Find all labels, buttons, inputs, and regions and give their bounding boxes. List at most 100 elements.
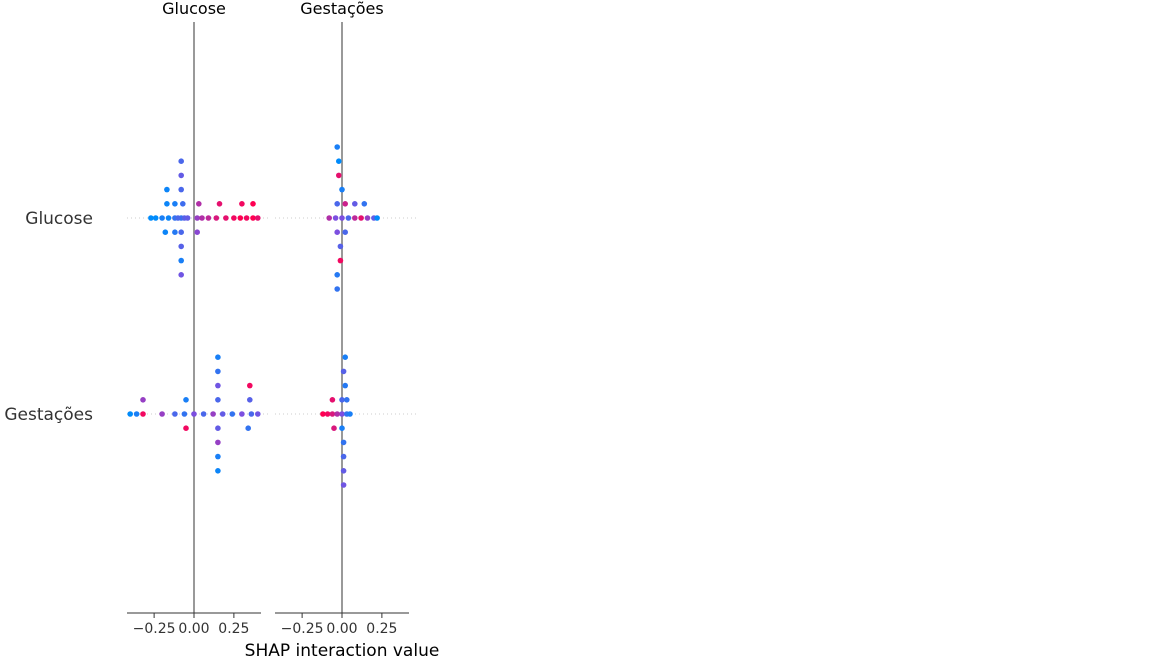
data-point bbox=[178, 243, 184, 250]
data-point bbox=[339, 425, 345, 432]
data-point bbox=[140, 411, 146, 417]
data-point bbox=[194, 229, 200, 235]
data-point bbox=[339, 186, 345, 193]
data-point bbox=[344, 397, 350, 403]
data-point bbox=[340, 482, 347, 488]
data-point bbox=[178, 172, 184, 179]
data-point bbox=[184, 215, 191, 221]
data-point bbox=[250, 215, 256, 221]
data-point bbox=[133, 411, 140, 417]
data-point bbox=[196, 201, 202, 207]
data-point bbox=[337, 257, 344, 264]
data-point bbox=[254, 411, 261, 417]
data-point bbox=[342, 229, 349, 235]
guide-layer bbox=[127, 22, 419, 618]
data-point bbox=[199, 215, 205, 221]
data-point bbox=[345, 215, 352, 221]
data-point bbox=[216, 201, 223, 207]
data-point bbox=[159, 411, 165, 417]
data-point bbox=[340, 439, 347, 446]
x-tick-label: 0.00 bbox=[178, 621, 209, 637]
x-axis-label: SHAP interaction value bbox=[245, 641, 440, 660]
data-point bbox=[215, 397, 221, 403]
data-point bbox=[215, 425, 221, 432]
data-point bbox=[215, 439, 221, 446]
data-point bbox=[342, 201, 349, 207]
text-layer: SHAP interaction value Glucose Gestações −… bbox=[4, 0, 439, 660]
data-point bbox=[336, 158, 342, 164]
data-point bbox=[175, 215, 181, 221]
data-point bbox=[250, 201, 256, 207]
data-point bbox=[329, 411, 336, 417]
data-point bbox=[140, 397, 146, 403]
data-point bbox=[178, 158, 184, 164]
data-point bbox=[334, 411, 341, 417]
data-point bbox=[334, 201, 341, 207]
x-tick-label: −0.25 bbox=[281, 621, 324, 637]
data-point bbox=[248, 411, 255, 417]
data-point bbox=[237, 215, 244, 221]
data-point bbox=[213, 215, 220, 221]
data-point bbox=[178, 229, 184, 235]
data-point bbox=[347, 411, 353, 417]
data-point bbox=[245, 425, 251, 432]
data-point bbox=[200, 411, 207, 417]
points-layer bbox=[127, 144, 380, 488]
data-point bbox=[358, 215, 364, 221]
data-point bbox=[152, 215, 159, 221]
data-point bbox=[239, 411, 245, 417]
data-point bbox=[339, 411, 345, 417]
data-point bbox=[247, 397, 253, 403]
data-point bbox=[159, 215, 165, 221]
data-point bbox=[215, 354, 221, 361]
data-point bbox=[331, 425, 337, 432]
panel-title-0: Glucose bbox=[162, 0, 226, 18]
data-point bbox=[183, 425, 189, 432]
panel-title-1: Gestações bbox=[300, 0, 383, 18]
data-point bbox=[254, 215, 261, 221]
data-point bbox=[148, 215, 154, 221]
data-point bbox=[326, 215, 333, 221]
data-point bbox=[181, 411, 188, 417]
data-point bbox=[332, 215, 339, 221]
row-label-0: Glucose bbox=[25, 209, 93, 229]
x-tick-label: 0.25 bbox=[218, 621, 249, 637]
data-point bbox=[178, 257, 184, 264]
data-point bbox=[205, 215, 212, 221]
data-point bbox=[172, 229, 178, 235]
data-point bbox=[164, 201, 170, 207]
data-point bbox=[352, 215, 358, 221]
data-point bbox=[336, 172, 342, 179]
row-label-1: Gestações bbox=[4, 405, 93, 425]
data-point bbox=[243, 215, 250, 221]
data-point bbox=[374, 215, 380, 221]
data-point bbox=[320, 411, 326, 417]
data-point bbox=[215, 468, 221, 474]
data-point bbox=[334, 229, 341, 235]
data-point bbox=[342, 354, 349, 361]
data-point bbox=[340, 468, 347, 474]
data-point bbox=[191, 411, 197, 417]
x-tick-label: 0.00 bbox=[326, 621, 357, 637]
data-point bbox=[180, 201, 186, 207]
data-point bbox=[239, 201, 245, 207]
data-point bbox=[229, 411, 236, 417]
data-point bbox=[164, 186, 170, 193]
data-point bbox=[342, 382, 349, 389]
data-point bbox=[162, 229, 169, 235]
data-point bbox=[178, 186, 184, 193]
data-point bbox=[231, 215, 237, 221]
data-point bbox=[223, 215, 229, 221]
data-point bbox=[352, 201, 358, 207]
data-point bbox=[172, 201, 178, 207]
data-point bbox=[334, 144, 341, 150]
data-point bbox=[334, 286, 341, 292]
data-point bbox=[215, 368, 221, 375]
data-point bbox=[324, 411, 331, 417]
data-point bbox=[340, 453, 347, 460]
data-point bbox=[215, 382, 221, 389]
data-point bbox=[339, 397, 345, 403]
data-point bbox=[219, 411, 226, 417]
data-point bbox=[127, 411, 133, 417]
